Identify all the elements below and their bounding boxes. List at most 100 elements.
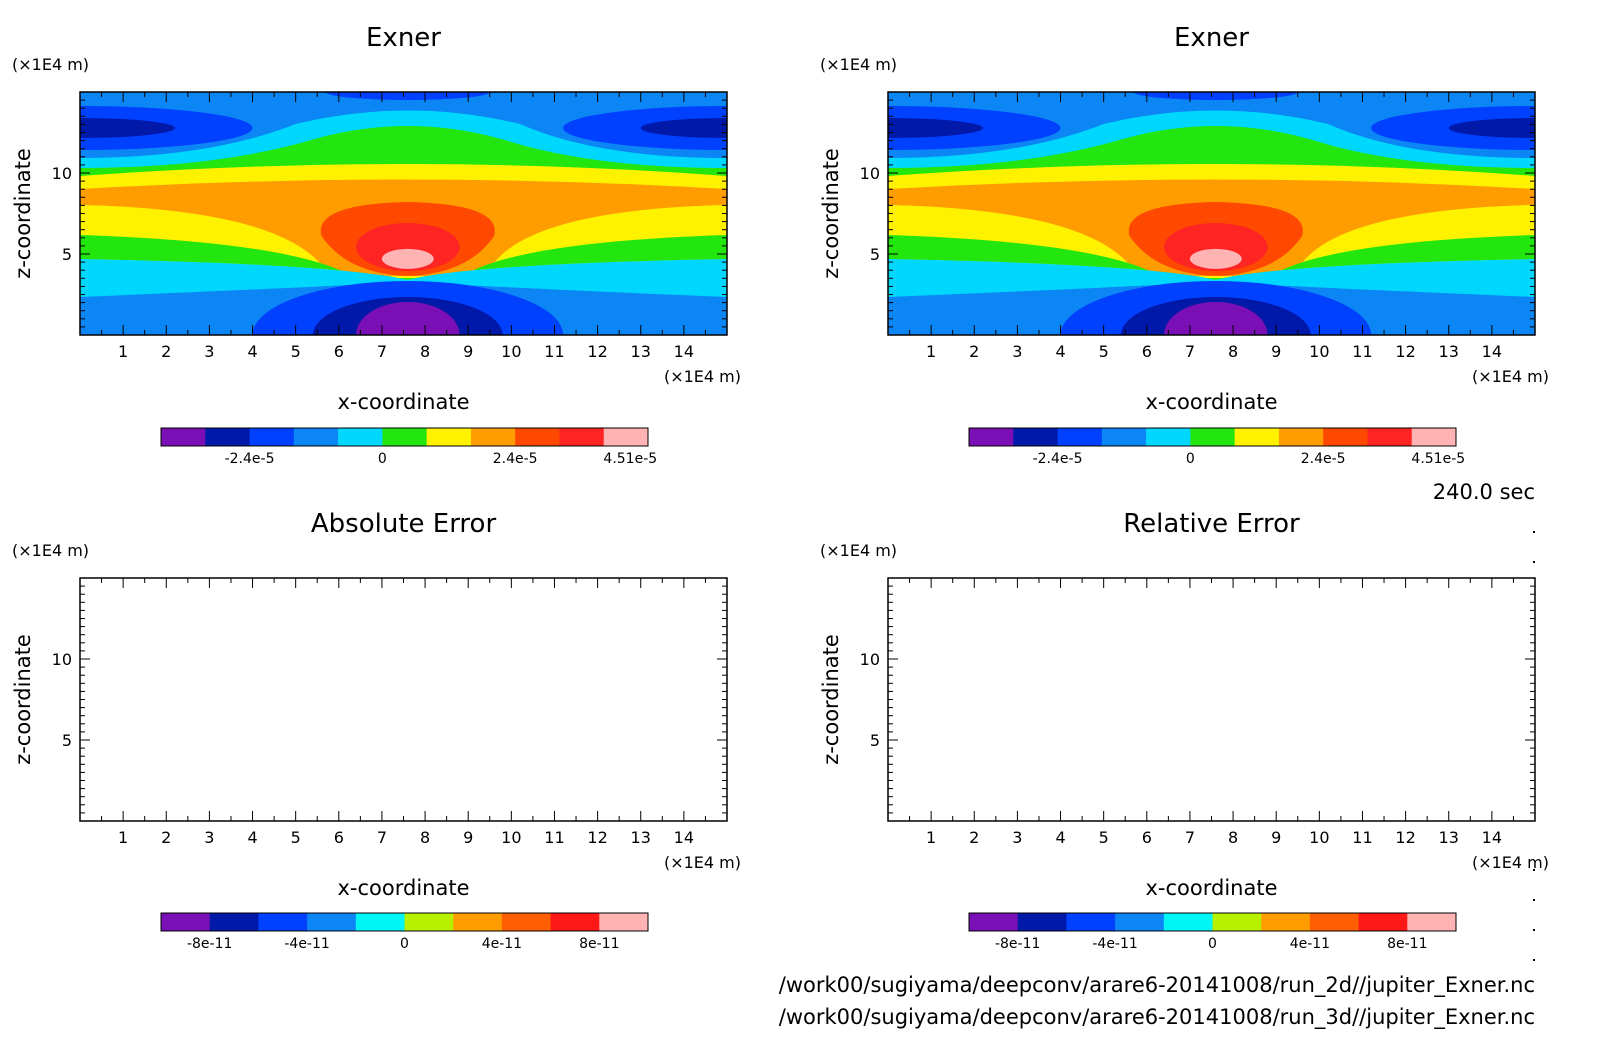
colorbar-tick-label: -2.4e-5 — [1033, 451, 1083, 467]
y-tick-label: 5 — [62, 245, 72, 264]
colorbar-tick-label: -8e-11 — [187, 936, 232, 952]
colorbar-swatch — [249, 428, 295, 446]
colorbar-frame — [160, 912, 649, 932]
colorbar-swatch — [161, 913, 211, 931]
colorbar-swatch — [293, 428, 339, 446]
colorbar-tick-label: 4e-11 — [482, 936, 522, 952]
y-tick-label: 5 — [870, 731, 880, 750]
colorbar-swatch — [1057, 428, 1103, 446]
x-tick-label: 9 — [463, 828, 473, 847]
x-tick-label: 4 — [1055, 342, 1065, 361]
colorbar-tick-label: 4e-11 — [1290, 936, 1330, 952]
x-tick-label: 13 — [1439, 342, 1459, 361]
colorbar-swatch — [1013, 428, 1059, 446]
x-tick-label: 11 — [544, 342, 564, 361]
contour-field — [888, 92, 1535, 335]
x-tick-label: 8 — [1228, 828, 1238, 847]
colorbar-swatch — [1066, 913, 1116, 931]
time-label: 240.0 sec — [1433, 480, 1535, 504]
colorbar-swatch — [603, 428, 649, 446]
panel-title: Relative Error — [1123, 509, 1300, 539]
x-tick-label: 12 — [587, 342, 607, 361]
y-axis-label: z-coordinate — [819, 148, 843, 279]
x-tick-label: 10 — [501, 342, 521, 361]
colorbar-swatch — [1309, 913, 1360, 931]
x-tick-label: 13 — [631, 342, 651, 361]
band-yellow-lower — [80, 205, 727, 278]
x-unit-label: (×1E4 m) — [1472, 367, 1549, 386]
colorbar-tick-label: 0 — [1186, 451, 1195, 467]
x-tick-label: 1 — [926, 342, 936, 361]
y-unit-label: (×1E4 m) — [12, 55, 89, 74]
y-tick-label: 10 — [860, 650, 880, 669]
x-axis-label: x-coordinate — [1145, 390, 1277, 414]
x-tick-label: 6 — [334, 342, 344, 361]
colorbar-swatch — [1278, 428, 1324, 446]
x-tick-label: 7 — [1185, 342, 1195, 361]
colorbar-tick-label: -8e-11 — [995, 936, 1040, 952]
panel-2: Exner(×1E4 m)1 2 3 4 5 6 7 8 9 10 11 12 13 14510(×1E4… — [819, 23, 1549, 467]
x-tick-label: 8 — [420, 342, 430, 361]
colorbar-tick-label: 4.51e-5 — [603, 451, 657, 467]
x-tick-label: 14 — [674, 342, 694, 361]
x-tick-label: 11 — [544, 828, 564, 847]
x-unit-label: (×1E4 m) — [664, 367, 741, 386]
x-tick-label: 3 — [1012, 828, 1022, 847]
x-tick-label: 14 — [1482, 828, 1502, 847]
x-ticks — [909, 578, 1514, 821]
x-tick-label: 2 — [969, 342, 979, 361]
x-tick-label: 7 — [1185, 828, 1195, 847]
x-tick-label: 12 — [1395, 342, 1415, 361]
colorbar-frame — [160, 427, 649, 447]
panel-4: Relative Error(×1E4 m)1 2 3 4 5 6 7 8 9 10 11 12 13 1… — [819, 509, 1549, 952]
x-tick-label: 3 — [204, 342, 214, 361]
y-unit-label: (×1E4 m) — [12, 541, 89, 560]
x-tick-label: 3 — [204, 828, 214, 847]
colorbar-swatch — [1407, 913, 1457, 931]
colorbar-tick-label: 8e-11 — [579, 936, 619, 952]
upper-left-core — [888, 118, 983, 138]
colorbar-swatch — [1190, 428, 1236, 446]
panel-3: Absolute Error(×1E4 m)1 2 3 4 5 6 7 8 9 10 11 12 13 1… — [11, 509, 741, 952]
x-tick-label: 1 — [118, 342, 128, 361]
upper-right-core — [1448, 118, 1535, 138]
y-unit-label: (×1E4 m) — [820, 55, 897, 74]
colorbar-swatch — [338, 428, 383, 446]
colorbar-tick-label: 0 — [1208, 936, 1217, 952]
upper-left-core — [80, 118, 175, 138]
colorbar-tick-label: 8e-11 — [1387, 936, 1427, 952]
colorbar-tick-label: -2.4e-5 — [225, 451, 275, 467]
colorbar-swatch — [1234, 428, 1280, 446]
x-tick-label: 7 — [377, 828, 387, 847]
colorbar-swatch — [404, 913, 454, 931]
colorbar-tick-label: 2.4e-5 — [1301, 451, 1346, 467]
panel-title: Exner — [366, 23, 441, 53]
x-tick-label: 12 — [1395, 828, 1415, 847]
x-tick-label: 4 — [1055, 828, 1065, 847]
x-tick-label: 8 — [420, 828, 430, 847]
band-yellow-lower — [888, 205, 1535, 278]
colorbar-swatch — [1146, 428, 1191, 446]
y-axis-label: z-coordinate — [819, 634, 843, 765]
x-tick-label: 4 — [247, 828, 257, 847]
colorbar-swatch — [559, 428, 605, 446]
plot-frame — [887, 577, 1536, 822]
colorbar-swatch — [355, 913, 405, 931]
x-ticks — [101, 578, 706, 821]
colorbar-tick-label: -4e-11 — [284, 936, 329, 952]
x-tick-label: 2 — [161, 828, 171, 847]
colorbar-swatch — [599, 913, 649, 931]
y-unit-label: (×1E4 m) — [820, 541, 897, 560]
colorbar-swatch — [515, 428, 560, 446]
x-tick-label: 5 — [1099, 828, 1109, 847]
x-tick-label: 2 — [161, 342, 171, 361]
colorbar: -8e-11 -4e-11 0 4e-11 8e-11 — [160, 912, 649, 952]
center-red — [356, 223, 460, 271]
center-max — [381, 248, 434, 269]
colorbar-tick-label: 0 — [378, 451, 387, 467]
colorbar-swatch — [1115, 913, 1165, 931]
top-center-cell — [1133, 92, 1298, 100]
colorbar-tick-label: 0 — [400, 936, 409, 952]
